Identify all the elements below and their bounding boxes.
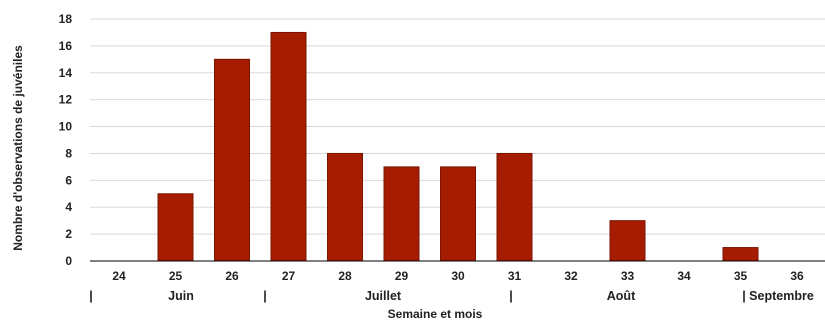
bar xyxy=(496,152,533,262)
y-tick-label: 14 xyxy=(59,66,73,80)
bars xyxy=(157,31,759,262)
x-tick-label: 34 xyxy=(677,269,691,283)
bar xyxy=(609,220,646,262)
y-tick-label: 18 xyxy=(59,12,73,26)
bar xyxy=(157,193,194,262)
month-label: Juillet xyxy=(365,289,402,303)
month-label: | xyxy=(263,289,267,303)
y-tick-label: 2 xyxy=(65,227,72,241)
x-tick-label: 31 xyxy=(508,269,522,283)
y-tick-label: 16 xyxy=(59,39,73,53)
x-tick-label: 29 xyxy=(395,269,409,283)
month-labels: | Juin | Juillet | Août | Septembre xyxy=(89,289,814,303)
month-label: Juin xyxy=(168,289,194,303)
x-axis-title: Semaine et mois xyxy=(388,307,483,321)
y-axis-title: Nombre d'observations de juvéniles xyxy=(11,45,25,251)
x-tick-label: 33 xyxy=(621,269,635,283)
y-tick-label: 12 xyxy=(59,93,73,107)
month-label: | Septembre xyxy=(742,289,814,303)
bar xyxy=(270,31,307,262)
y-tick-label: 6 xyxy=(65,173,72,187)
x-tick-label: 27 xyxy=(282,269,296,283)
bar xyxy=(327,152,363,262)
bar xyxy=(383,166,420,262)
y-tick-label: 0 xyxy=(65,254,72,268)
bar xyxy=(214,58,250,262)
bar xyxy=(722,247,759,262)
gridlines xyxy=(90,18,825,235)
x-axis: 24 25 26 27 28 29 30 31 32 33 34 35 36 xyxy=(90,260,825,283)
x-tick-label: 28 xyxy=(338,269,352,283)
x-tick-label: 26 xyxy=(225,269,239,283)
x-tick-label: 30 xyxy=(451,269,465,283)
y-tick-label: 4 xyxy=(65,200,72,214)
x-tick-label: 32 xyxy=(564,269,578,283)
month-label: Août xyxy=(607,289,636,303)
bar xyxy=(440,166,476,262)
y-tick-label: 10 xyxy=(59,120,73,134)
x-tick-label: 36 xyxy=(790,269,804,283)
month-label: | xyxy=(89,289,93,303)
y-axis: 0 2 4 6 8 10 12 14 16 18 xyxy=(59,12,73,268)
x-tick-label: 25 xyxy=(169,269,183,283)
month-label: | xyxy=(509,289,513,303)
y-tick-label: 8 xyxy=(65,146,72,160)
x-tick-label: 24 xyxy=(112,269,126,283)
x-tick-label: 35 xyxy=(734,269,748,283)
